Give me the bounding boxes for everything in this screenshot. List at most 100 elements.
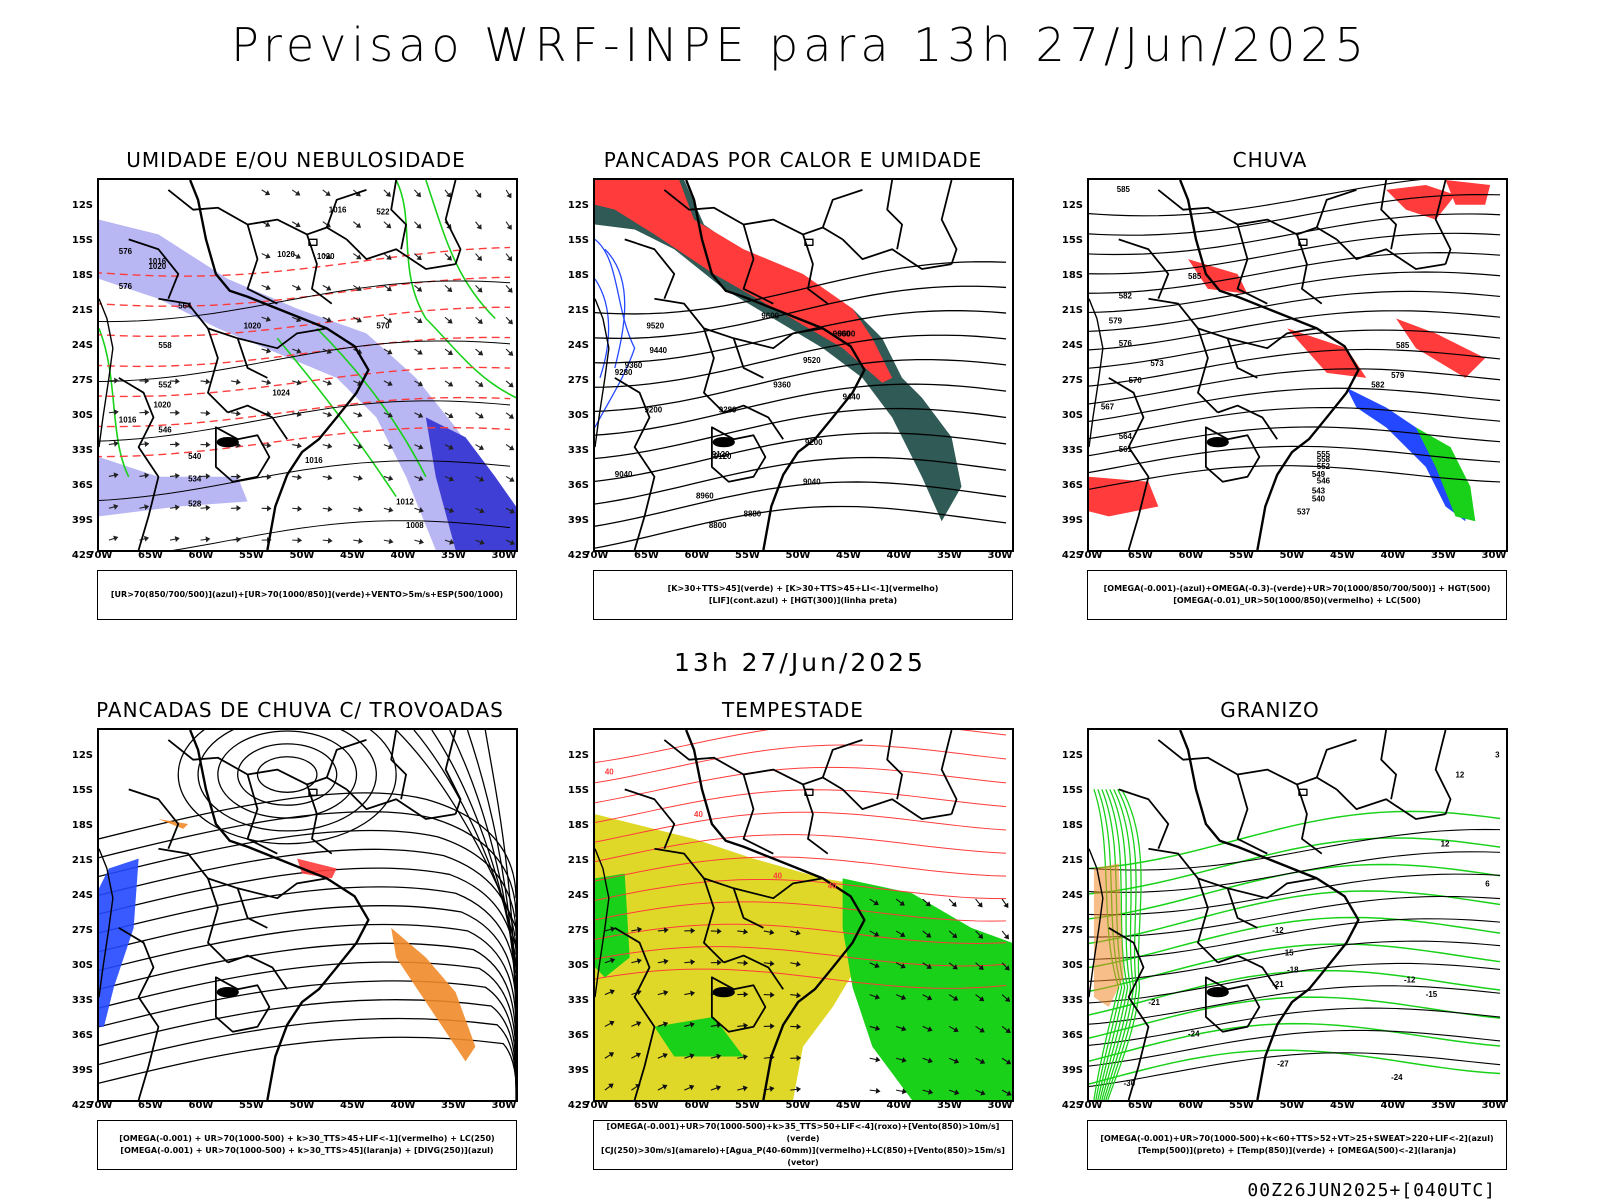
wind-vector-head (297, 286, 301, 290)
longitude-label: 60W (184, 550, 218, 561)
contour-label: 585 (1117, 185, 1131, 194)
latitude-label: 15S (557, 785, 589, 796)
wind-vector-head (328, 413, 331, 417)
latitude-label: 24S (1051, 890, 1083, 901)
longitude-label: 40W (1376, 550, 1410, 561)
contour-label: 576 (119, 282, 133, 291)
contour-label: 1020 (277, 250, 295, 259)
longitude-label: 30W (487, 550, 521, 561)
wind-vector-head (298, 475, 301, 479)
latitude-label: 18S (557, 820, 589, 831)
latitude-label: 39S (557, 1065, 589, 1076)
longitude-label: 45W (832, 550, 866, 561)
map-canvas (99, 730, 516, 1100)
wind-vector-head (267, 380, 270, 384)
contour-label: 579 (1109, 316, 1123, 325)
contour-label: 564 (1119, 432, 1133, 441)
contour-label: 567 (1101, 403, 1115, 412)
longitude-label: 40W (386, 550, 420, 561)
wind-vector-head (389, 476, 392, 480)
latitude-label: 15S (61, 235, 93, 246)
wind-vector-head (176, 442, 179, 446)
wind-vector-head (358, 413, 361, 417)
contour-label: 9200 (805, 438, 823, 447)
contour-label: 582 (1371, 381, 1385, 390)
latitude-label: 36S (1051, 1030, 1083, 1041)
wind-vector-head (237, 412, 240, 416)
legend-line: [OMEGA(-0.001) + UR>70(1000-500) + k>30_… (120, 1145, 493, 1157)
wind-vector-head (328, 381, 331, 385)
wind-vector-head (206, 380, 209, 384)
longitude-label: 60W (184, 1100, 218, 1111)
wind-vector-head (175, 537, 178, 541)
contour-line (1089, 369, 1500, 405)
run-info-footer: 00Z26JUN2025+[040UTC] (1247, 1180, 1496, 1201)
contour-label: 1016 (119, 415, 137, 424)
state-border (228, 406, 287, 440)
legend-line: [Temp(500)](preto) + [Temp(850)](verde) … (1138, 1145, 1456, 1157)
contour-label: 537 (1297, 507, 1311, 516)
legend-line: [OMEGA(-0.001)-(azul)+OMEGA(-0.3)-(verde… (1104, 583, 1491, 595)
contour-line (1089, 408, 1500, 440)
legend-line: [OMEGA(-0.01)_UR>50(1000/850)(vermelho) … (1173, 595, 1421, 607)
wind-vector-head (389, 539, 392, 543)
latitude-label: 24S (61, 890, 93, 901)
legend-line: [K>30+TTS>45](verde) + [K>30+TTS>45+LI<-… (668, 583, 939, 595)
latitude-label: 12S (61, 750, 93, 761)
contour-label: -12 (1404, 975, 1416, 984)
wind-vector-head (206, 443, 209, 447)
longitude-label: 35W (437, 550, 471, 561)
longitude-label: 65W (134, 550, 168, 561)
state-border (1206, 427, 1259, 481)
state-border (1238, 775, 1268, 854)
contour-label: 9280 (719, 405, 737, 414)
state-border (119, 378, 159, 550)
streamline (485, 730, 516, 1027)
longitude-label: 40W (882, 550, 916, 561)
panel-title-umidade: UMIDADE E/OU NEBULOSIDADE (81, 148, 511, 172)
lagoon (218, 438, 238, 446)
wind-vector-head (176, 379, 179, 383)
longitude-label: 55W (1225, 550, 1259, 561)
latitude-label: 12S (1051, 750, 1083, 761)
longitude-label: 30W (1477, 550, 1511, 561)
contour-line (1089, 1030, 1500, 1066)
streamline (99, 868, 516, 973)
streamline (432, 730, 516, 967)
contour-label: 40 (828, 881, 837, 890)
latitude-label: 36S (61, 1030, 93, 1041)
streamline-loop (178, 730, 396, 844)
latitude-label: 33S (557, 445, 589, 456)
contour-label: 1016 (329, 206, 347, 215)
longitude-label: 70W (579, 1100, 613, 1111)
latitude-label: 18S (61, 270, 93, 281)
contour-label: 9440 (649, 346, 667, 355)
wind-vector-head (388, 350, 392, 353)
k-tts-li-area (595, 180, 892, 383)
contour-line (1089, 388, 1500, 422)
latitude-label: 39S (61, 1065, 93, 1076)
lif-contour (595, 239, 635, 427)
legend-line: [OMEGA(-0.001)+UR>70(1000-500)+k>35_TTS>… (594, 1121, 1012, 1145)
latitude-label: 36S (557, 1030, 589, 1041)
contour-line (1089, 1008, 1500, 1046)
state-border (625, 239, 675, 298)
longitude-label: 40W (386, 1100, 420, 1111)
contour-label: 8800 (709, 521, 727, 530)
wind-vector-head (357, 287, 361, 290)
wind-vector-head (510, 478, 514, 481)
contour-label: 534 (188, 475, 202, 484)
wind-vector-head (296, 192, 300, 195)
contour-label: 6 (1485, 879, 1490, 888)
map-pancadas-trovoadas[interactable] (97, 728, 518, 1102)
latitude-label: 27S (557, 925, 589, 936)
longitude-label: 50W (1275, 550, 1309, 561)
contour-label: 552 (158, 381, 172, 390)
contour-label: 40 (605, 768, 614, 777)
legend-granizo: [OMEGA(-0.001)+UR>70(1000-500)+k<60+TTS>… (1087, 1120, 1507, 1170)
